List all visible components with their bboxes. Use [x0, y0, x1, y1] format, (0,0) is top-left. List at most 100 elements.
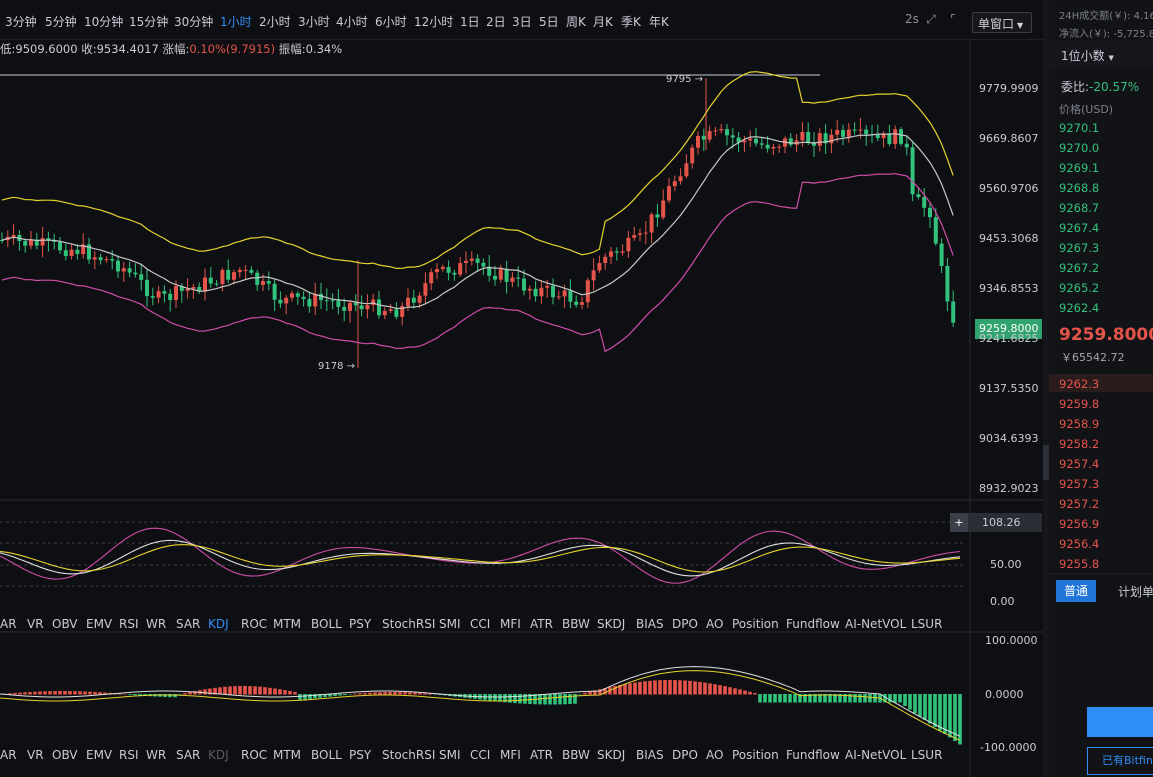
- collapse-handle[interactable]: [1043, 445, 1049, 480]
- window-icon[interactable]: ⌜: [950, 12, 956, 26]
- indicator-tab-atr[interactable]: ATR: [530, 617, 553, 631]
- bid-row[interactable]: 9267.2: [1059, 261, 1100, 275]
- bid-row[interactable]: 9262.4: [1059, 301, 1100, 315]
- indicator-tab-ao[interactable]: AO: [706, 617, 724, 631]
- tab-normal[interactable]: 普通: [1056, 580, 1096, 602]
- indicator-tab-kdj[interactable]: KDJ: [208, 748, 229, 762]
- indicator-tab-cci[interactable]: CCI: [470, 748, 491, 762]
- indicator-tab-ar[interactable]: AR: [0, 617, 17, 631]
- period-tab-17[interactable]: 季K: [621, 15, 641, 29]
- period-tab-0[interactable]: 3分钟: [5, 15, 37, 29]
- indicator-tab-mfi[interactable]: MFI: [500, 617, 521, 631]
- indicator-tab-mtm[interactable]: MTM: [273, 748, 302, 762]
- indicator-tab-rsi[interactable]: RSI: [119, 617, 139, 631]
- indicator-tab-lsur[interactable]: LSUR: [911, 617, 943, 631]
- trade-button[interactable]: [1087, 707, 1153, 737]
- indicator-tab-bias[interactable]: BIAS: [636, 617, 664, 631]
- period-tab-1[interactable]: 5分钟: [45, 15, 77, 29]
- indicator-tab-lsur[interactable]: LSUR: [911, 748, 943, 762]
- decimals-select[interactable]: 1位小数 ▼: [1061, 47, 1114, 64]
- ask-row[interactable]: 9259.8: [1059, 397, 1100, 411]
- indicator-tab-boll[interactable]: BOLL: [311, 617, 342, 631]
- bid-row[interactable]: 9268.7: [1059, 201, 1100, 215]
- candlestick-chart[interactable]: [0, 0, 1043, 777]
- period-tab-12[interactable]: 2日: [486, 15, 506, 29]
- indicator-tab-sar[interactable]: SAR: [176, 617, 201, 631]
- indicator-tab-fundflow[interactable]: Fundflow: [786, 617, 840, 631]
- indicator-tab-obv[interactable]: OBV: [52, 748, 78, 762]
- ask-row[interactable]: 9257.4: [1059, 457, 1100, 471]
- indicator-tab-vr[interactable]: VR: [27, 617, 44, 631]
- period-tab-10[interactable]: 12小时: [414, 15, 454, 29]
- ask-row[interactable]: 9255.8: [1059, 557, 1100, 571]
- period-tab-3[interactable]: 15分钟: [129, 15, 169, 29]
- bid-row[interactable]: 9268.8: [1059, 181, 1100, 195]
- indicator-tab-smi[interactable]: SMI: [439, 748, 461, 762]
- indicator-tab-wr[interactable]: WR: [146, 617, 167, 631]
- period-tab-8[interactable]: 4小时: [336, 15, 368, 29]
- indicator-tab-ai-netvol[interactable]: AI-NetVOL: [845, 617, 907, 631]
- single-window-select[interactable]: 单窗口 ▼: [972, 12, 1032, 33]
- tab-plan[interactable]: 计划单: [1118, 585, 1153, 599]
- period-tab-14[interactable]: 5日: [539, 15, 559, 29]
- indicator-tab-position[interactable]: Position: [732, 748, 779, 762]
- indicator-tab-emv[interactable]: EMV: [86, 617, 113, 631]
- indicator-tab-ao[interactable]: AO: [706, 748, 724, 762]
- period-tab-7[interactable]: 3小时: [298, 15, 330, 29]
- indicator-tab-vr[interactable]: VR: [27, 748, 44, 762]
- indicator-tab-cci[interactable]: CCI: [470, 617, 491, 631]
- indicator-tab-roc[interactable]: ROC: [241, 748, 268, 762]
- indicator-tab-roc[interactable]: ROC: [241, 617, 268, 631]
- period-tab-11[interactable]: 1日: [460, 15, 480, 29]
- indicator-tab-mfi[interactable]: MFI: [500, 748, 521, 762]
- ask-row[interactable]: 9257.3: [1059, 477, 1100, 491]
- bid-row[interactable]: 9270.1: [1059, 121, 1100, 135]
- indicator-tab-boll[interactable]: BOLL: [311, 748, 342, 762]
- bid-row[interactable]: 9267.4: [1059, 221, 1100, 235]
- period-tab-13[interactable]: 3日: [512, 15, 532, 29]
- indicator-tab-position[interactable]: Position: [732, 617, 779, 631]
- indicator-tab-skdj[interactable]: SKDJ: [597, 617, 626, 631]
- period-tab-15[interactable]: 周K: [566, 15, 586, 29]
- period-tab-18[interactable]: 年K: [649, 15, 669, 29]
- indicator-tab-atr[interactable]: ATR: [530, 748, 553, 762]
- indicator-tab-psy[interactable]: PSY: [349, 748, 372, 762]
- period-tab-4[interactable]: 30分钟: [174, 15, 214, 29]
- indicator-tab-kdj[interactable]: KDJ: [208, 617, 229, 631]
- indicator-tab-smi[interactable]: SMI: [439, 617, 461, 631]
- ask-row[interactable]: 9262.3: [1059, 377, 1100, 391]
- chart-area[interactable]: 2s ⤢ ⌜ 单窗口 ▼ 低:9509.6000 收:9534.4017 涨幅:0…: [0, 0, 1043, 777]
- indicator-tab-ai-netvol[interactable]: AI-NetVOL: [845, 748, 907, 762]
- indicator-tab-ar[interactable]: AR: [0, 748, 17, 762]
- ask-row[interactable]: 9256.9: [1059, 517, 1100, 531]
- indicator-tab-bias[interactable]: BIAS: [636, 748, 664, 762]
- period-tab-2[interactable]: 10分钟: [84, 15, 124, 29]
- indicator-tab-bbw[interactable]: BBW: [562, 748, 590, 762]
- ask-row[interactable]: 9256.4: [1059, 537, 1100, 551]
- indicator-tab-fundflow[interactable]: Fundflow: [786, 748, 840, 762]
- indicator-tab-stochrsi[interactable]: StochRSI: [382, 617, 436, 631]
- indicator-tab-bbw[interactable]: BBW: [562, 617, 590, 631]
- bid-row[interactable]: 9270.0: [1059, 141, 1100, 155]
- indicator-tab-psy[interactable]: PSY: [349, 617, 372, 631]
- plus-icon[interactable]: +: [950, 513, 968, 532]
- indicator-tab-wr[interactable]: WR: [146, 748, 167, 762]
- indicator-tab-sar[interactable]: SAR: [176, 748, 201, 762]
- fullscreen-icon[interactable]: ⤢: [926, 12, 936, 26]
- refresh-interval[interactable]: 2s: [905, 12, 919, 26]
- period-tab-5[interactable]: 1小时: [220, 15, 252, 29]
- indicator-tab-dpo[interactable]: DPO: [672, 748, 698, 762]
- period-tab-6[interactable]: 2小时: [259, 15, 291, 29]
- existing-account-button[interactable]: 已有Bitfinex: [1087, 747, 1153, 775]
- ask-row[interactable]: 9258.2: [1059, 437, 1100, 451]
- ask-row[interactable]: 9258.9: [1059, 417, 1100, 431]
- bid-row[interactable]: 9265.2: [1059, 281, 1100, 295]
- indicator-tab-dpo[interactable]: DPO: [672, 617, 698, 631]
- period-tab-9[interactable]: 6小时: [375, 15, 407, 29]
- indicator-tab-skdj[interactable]: SKDJ: [597, 748, 626, 762]
- ask-row[interactable]: 9257.2: [1059, 497, 1100, 511]
- indicator-tab-mtm[interactable]: MTM: [273, 617, 302, 631]
- bid-row[interactable]: 9267.3: [1059, 241, 1100, 255]
- bid-row[interactable]: 9269.1: [1059, 161, 1100, 175]
- indicator-tab-stochrsi[interactable]: StochRSI: [382, 748, 436, 762]
